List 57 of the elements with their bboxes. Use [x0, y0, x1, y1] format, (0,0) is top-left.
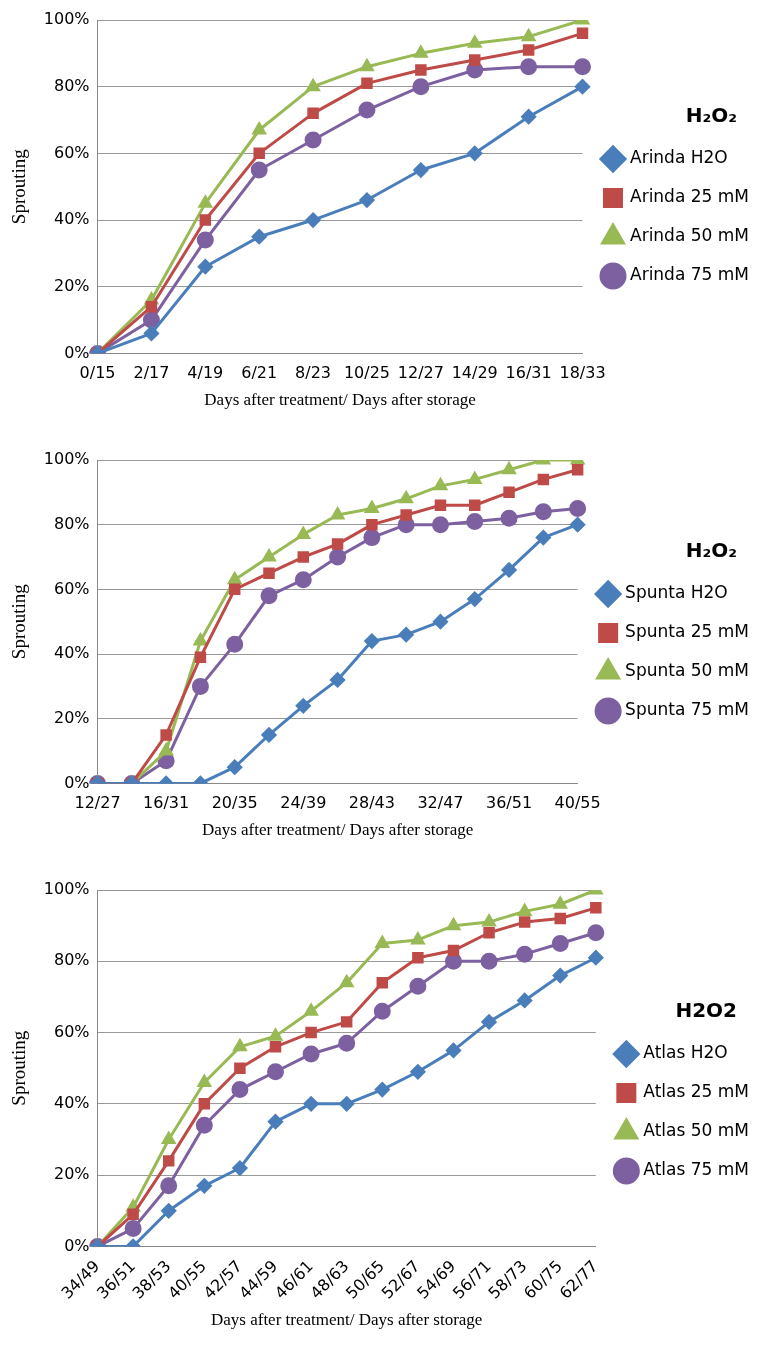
y-tick-label: 40% [53, 209, 90, 229]
y-tick-label: 100% [43, 449, 90, 469]
x-tick-label: 40/55 [554, 793, 601, 813]
y-tick-label: 40% [53, 1093, 90, 1113]
legend-label: Arinda H2O [630, 147, 728, 168]
y-axis-title: Sprouting [8, 583, 30, 660]
legend-label: Atlas 75 mM [643, 1159, 750, 1180]
x-tick-label: 16/31 [505, 363, 552, 383]
x-tick-label: 12/27 [397, 363, 444, 383]
y-tick-label: 100% [43, 879, 90, 899]
x-tick-label: 10/25 [343, 363, 391, 383]
x-tick-label: 12/27 [74, 793, 121, 813]
x-tick-label: 28/43 [348, 793, 395, 813]
y-tick-label: 80% [53, 513, 90, 533]
legend-label: Spunta 75 mM [625, 699, 750, 720]
legend-label: Arinda 50 mM [630, 225, 750, 246]
y-tick-label: 20% [53, 1164, 90, 1184]
y-tick-label: 0% [64, 342, 90, 362]
y-tick-label: 80% [53, 75, 90, 95]
x-tick-label: 6/21 [241, 363, 278, 383]
legend-label: Arinda 75 mM [630, 264, 750, 285]
y-tick-label: 20% [53, 275, 90, 295]
x-axis-title: Days after treatment/ Days after storage [201, 820, 474, 840]
x-tick-label: 36/51 [485, 793, 533, 813]
y-tick-label: 0% [64, 1235, 90, 1255]
legend-label: Spunta H2O [625, 582, 728, 603]
x-tick-label: 24/39 [280, 793, 327, 813]
y-tick-label: 80% [53, 950, 90, 970]
y-axis-title: Sprouting [8, 1030, 30, 1106]
legend-label: Atlas H2O [643, 1042, 728, 1063]
legend-label: Spunta 50 mM [625, 660, 750, 681]
y-tick-label: 20% [53, 707, 90, 727]
y-tick-label: 100% [43, 9, 90, 29]
y-axis-title: Sprouting [8, 148, 30, 225]
y-tick-label: 0% [64, 772, 90, 792]
legend-label: Arinda 25 mM [630, 186, 750, 207]
text: H2O2 [675, 997, 737, 1022]
x-tick-label: 0/15 [79, 363, 116, 383]
text: H₂O₂ [685, 537, 737, 562]
text: H₂O₂ [685, 102, 737, 127]
y-tick-label: 40% [53, 643, 90, 663]
x-axis-title: Days after treatment/ Days after storage [204, 390, 476, 410]
y-tick-label: 60% [53, 578, 90, 598]
x-axis-title: Days after treatment/ Days after storage [210, 1310, 483, 1330]
x-tick-label: 18/33 [559, 363, 606, 383]
legend-label: Spunta 25 mM [625, 621, 750, 642]
x-tick-label: 16/31 [143, 793, 190, 813]
y-tick-label: 60% [53, 142, 90, 162]
x-tick-label: 4/19 [187, 363, 224, 383]
legend-label: Atlas 25 mM [643, 1081, 750, 1102]
x-tick-label: 32/47 [417, 793, 464, 813]
x-tick-label: 14/29 [451, 363, 498, 383]
x-tick-label: 2/17 [133, 363, 170, 383]
x-tick-label: 20/35 [211, 793, 258, 813]
y-tick-label: 60% [53, 1021, 90, 1041]
legend-label: Atlas 50 mM [643, 1120, 750, 1141]
x-tick-label: 8/23 [295, 363, 332, 383]
